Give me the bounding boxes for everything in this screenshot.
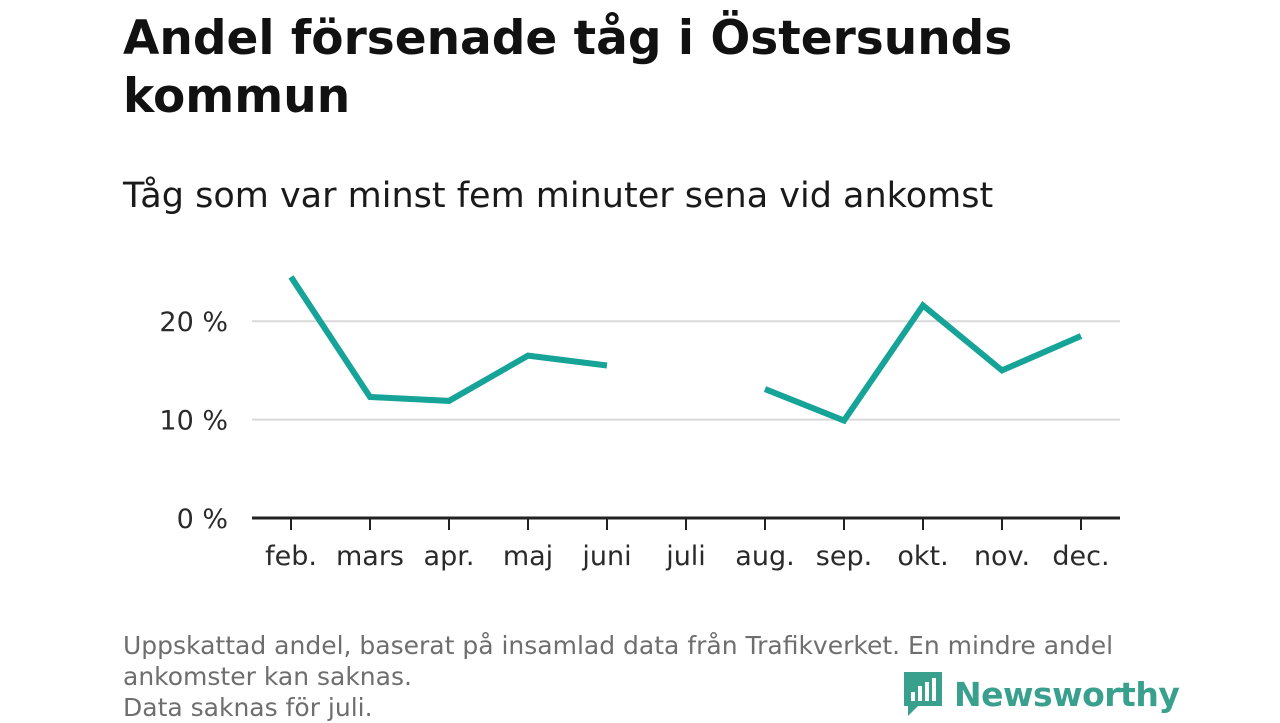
footnote: Uppskattad andel, baserat på insamlad da… (123, 630, 1163, 723)
x-tick-label: apr. (424, 541, 475, 572)
data-point (446, 398, 452, 404)
x-tick-label: nov. (974, 541, 1030, 572)
data-point (1078, 333, 1084, 339)
data-point (288, 274, 294, 280)
gridlines (252, 320, 1120, 421)
series-line-segment (763, 301, 1083, 425)
x-tick-label: dec. (1052, 541, 1109, 572)
x-tick-label: aug. (735, 541, 794, 572)
y-tick-label: 0 % (177, 504, 228, 535)
footnote-line-2: ankomster kan saknas. (123, 662, 412, 691)
x-axis: feb. mars apr. maj juni juli aug. sep. okt. nov. d… (252, 516, 1120, 572)
footnote-line-3: Data saknas för juli. (123, 693, 373, 722)
x-tick-label: feb. (265, 541, 317, 572)
data-point (999, 367, 1005, 373)
y-tick-label: 20 % (159, 307, 228, 338)
series-lines (288, 274, 1084, 425)
brand-logo: Newsworthy (902, 670, 1180, 718)
x-tick-label: sep. (816, 541, 872, 572)
data-point (920, 302, 926, 308)
x-tick-label: juli (665, 541, 706, 572)
footnote-line-1: Uppskattad andel, baserat på insamlad da… (123, 631, 1114, 660)
data-point (367, 394, 373, 400)
x-tick-label: okt. (897, 541, 948, 572)
x-tick-label: juni (581, 541, 631, 572)
newsworthy-logo-icon (904, 672, 942, 716)
x-tick-label: maj (503, 541, 553, 572)
y-tick-label: 10 % (159, 406, 228, 437)
data-point (762, 386, 768, 392)
data-point (604, 362, 610, 368)
brand-name: Newsworthy (954, 674, 1180, 714)
data-point (525, 353, 531, 359)
x-tick-label: mars (336, 541, 404, 572)
y-axis-ticks: 0 % 10 % 20 % (159, 307, 228, 535)
chart-subtitle: Tåg som var minst fem minuter sena vid a… (123, 176, 994, 216)
data-point (841, 418, 847, 424)
series-line-segment (288, 275, 608, 404)
chart-title: Andel försenade tåg i Östersunds kommun (123, 11, 1013, 124)
line-chart: 0 % 10 % 20 % feb. mars apr. maj juni juli aug. s… (159, 274, 1120, 572)
